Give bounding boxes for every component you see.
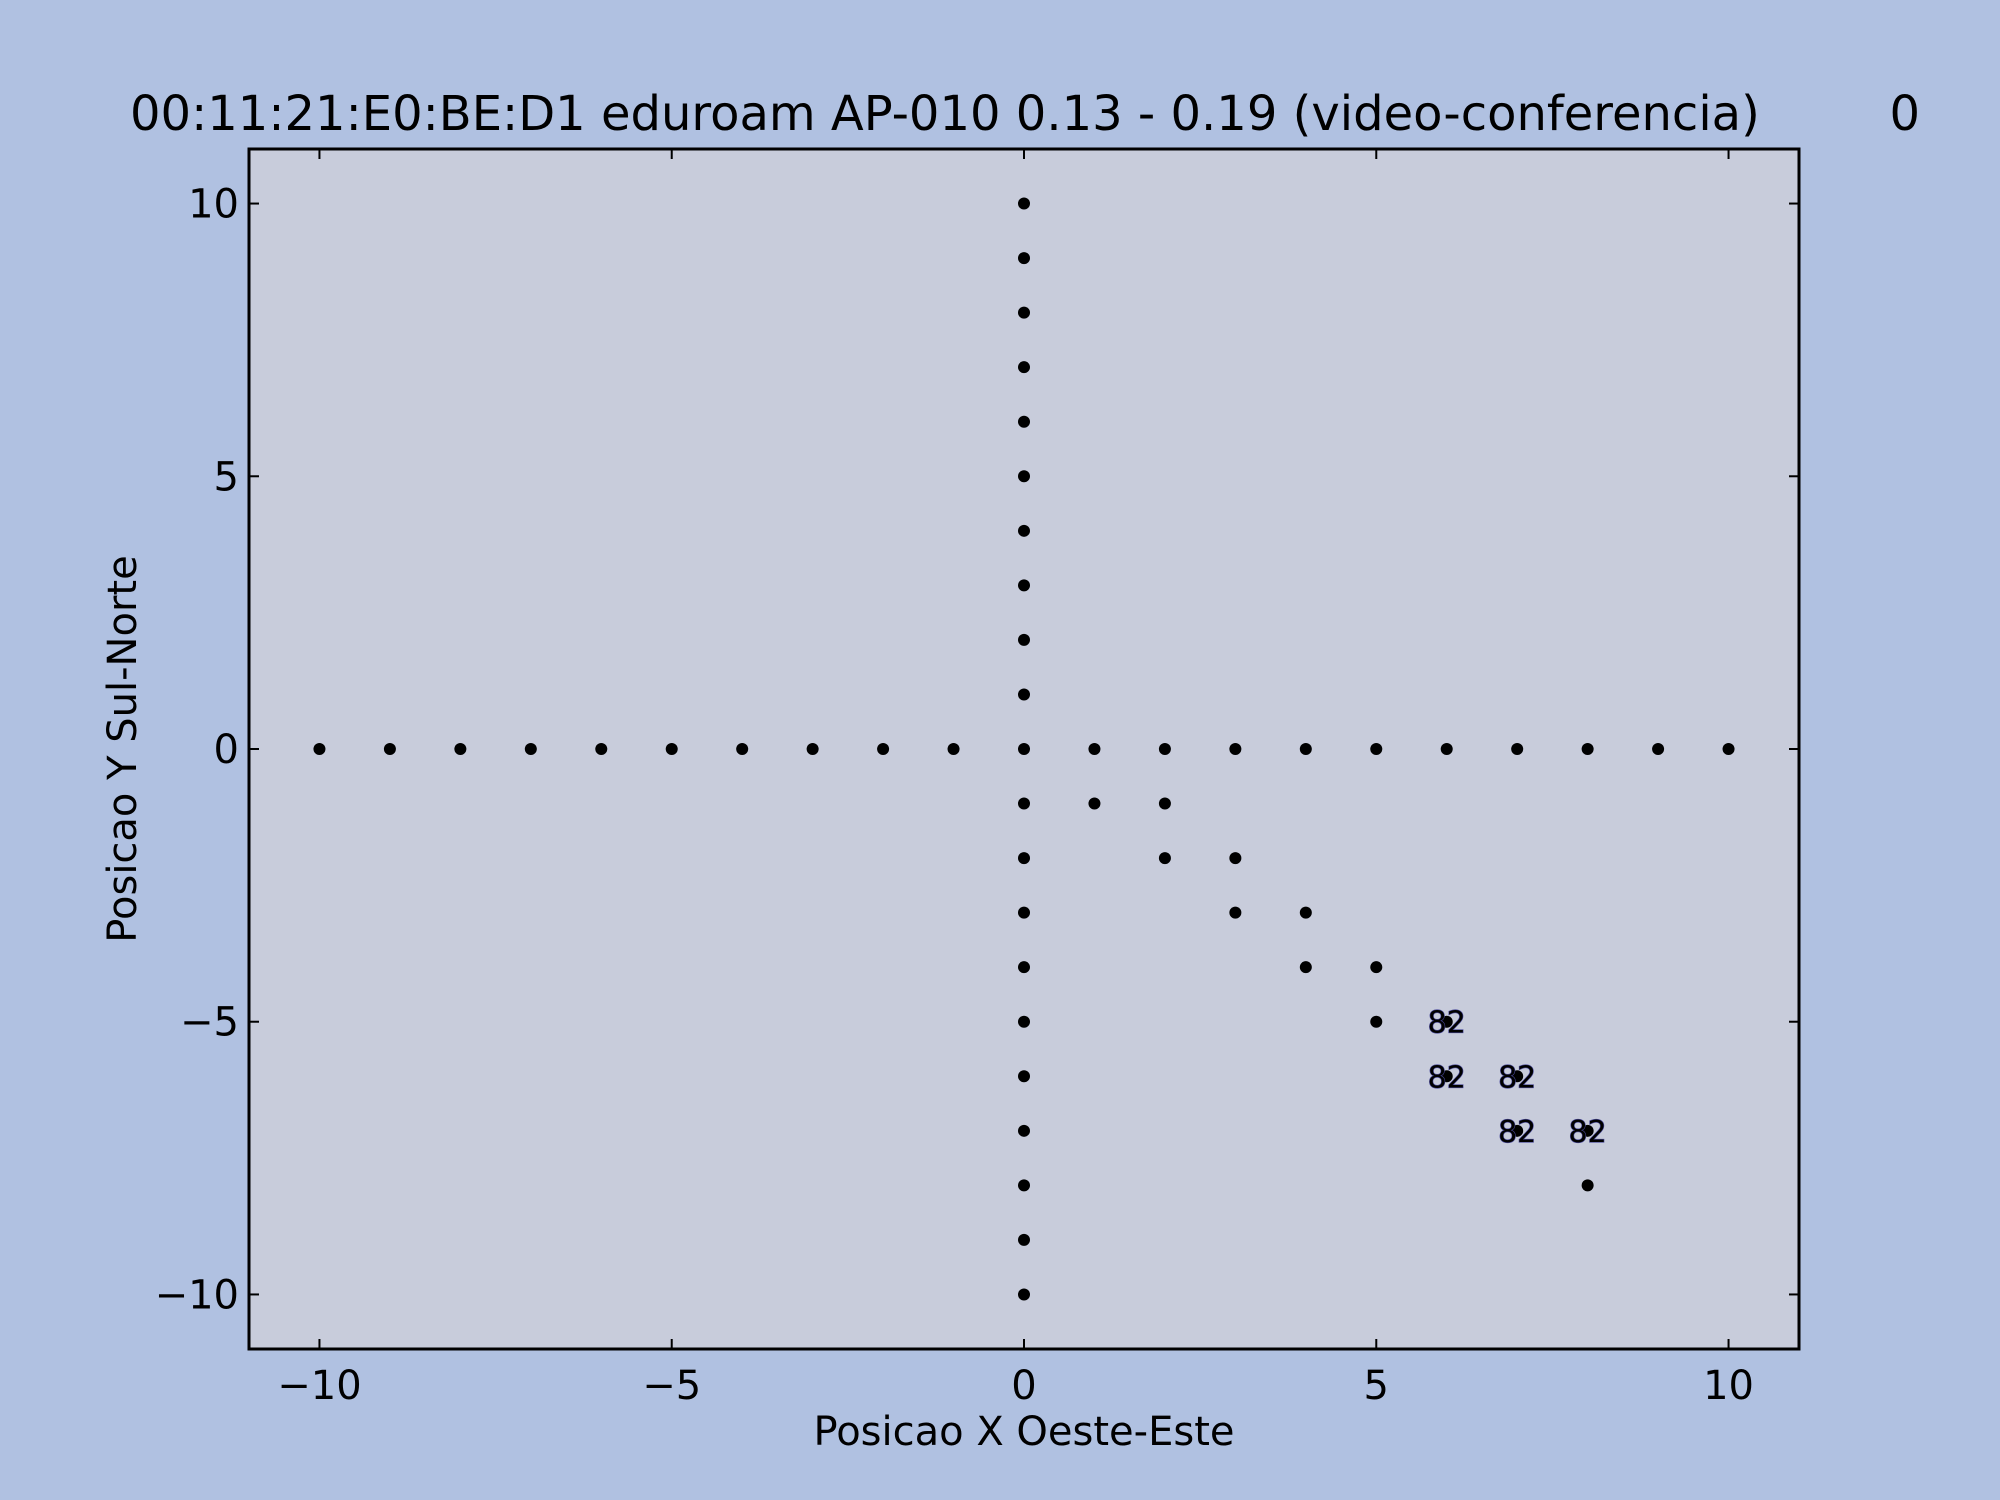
data-point	[1511, 743, 1524, 755]
x-tick-label: 10	[1703, 1363, 1754, 1409]
data-point	[1158, 797, 1171, 810]
data-point	[1018, 197, 1030, 210]
data-point	[1299, 961, 1312, 974]
data-point	[1440, 1070, 1453, 1083]
y-tick-label: −5	[180, 1000, 239, 1046]
x-tick-label: 0	[1011, 1363, 1036, 1409]
x-axis-label: Posicao X Oeste-Este	[814, 1409, 1235, 1455]
data-point	[1299, 906, 1312, 919]
data-point	[1018, 1179, 1030, 1192]
y-tick-label: −10	[155, 1272, 239, 1318]
y-tick-label: 0	[214, 727, 239, 773]
point-annotation: 82	[1428, 1060, 1466, 1095]
point-annotation: 82	[1498, 1115, 1536, 1150]
point-annotation: 82	[1428, 1006, 1466, 1041]
point-annotation: 82	[1569, 1115, 1607, 1150]
point-annotation: 82	[1498, 1060, 1536, 1095]
data-point	[1581, 743, 1594, 755]
data-point	[1440, 1015, 1453, 1028]
data-point	[1018, 524, 1030, 537]
data-point	[1088, 797, 1101, 810]
data-point	[1018, 1015, 1030, 1028]
data-point	[1018, 361, 1030, 374]
axis-ticks: −10 −5 0 5 10 −10 −5 0 5 10	[155, 149, 1799, 1409]
data-point	[1370, 743, 1383, 755]
data-point	[1511, 1070, 1524, 1083]
x-tick-label: −5	[642, 1363, 701, 1409]
data-point	[595, 743, 608, 755]
data-point	[1018, 1124, 1030, 1137]
point-annotations: 82 82 82 82 82	[1427, 1005, 1607, 1150]
data-point	[383, 743, 396, 755]
data-point	[736, 743, 749, 755]
data-point	[1088, 743, 1101, 755]
data-point	[1229, 743, 1242, 755]
data-points	[313, 197, 1735, 1301]
data-point	[1229, 852, 1242, 865]
data-point	[1581, 1124, 1594, 1137]
data-point	[524, 743, 537, 755]
data-point	[665, 743, 678, 755]
y-tick-label: 5	[214, 454, 239, 500]
x-tick-label: 5	[1364, 1363, 1389, 1409]
data-point	[1018, 252, 1030, 265]
x-tick-label: −10	[277, 1363, 361, 1409]
data-point	[1299, 743, 1312, 755]
data-point	[1018, 961, 1030, 974]
data-point	[1440, 743, 1453, 755]
data-point	[1581, 1179, 1594, 1192]
data-point	[1018, 1233, 1030, 1246]
data-point	[1018, 688, 1030, 701]
data-point	[1018, 470, 1030, 483]
data-point	[1018, 797, 1030, 810]
data-point	[877, 743, 890, 755]
data-point	[1158, 852, 1171, 865]
y-axis-label: Posicao Y Sul-Norte	[100, 555, 146, 942]
data-point	[1722, 743, 1735, 755]
data-point	[1370, 1015, 1383, 1028]
data-point	[1018, 415, 1030, 428]
y-tick-label: 10	[188, 182, 239, 228]
data-point	[1229, 906, 1242, 919]
data-point	[454, 743, 467, 755]
data-point	[1018, 633, 1030, 646]
chart-title-suffix: 0	[1889, 86, 1920, 142]
data-point	[1018, 743, 1030, 755]
data-point	[1158, 743, 1171, 755]
data-point	[1018, 906, 1030, 919]
data-point	[806, 743, 819, 755]
data-point	[313, 743, 326, 755]
data-point	[1018, 579, 1030, 592]
data-point	[1018, 1288, 1030, 1301]
data-point	[947, 743, 960, 755]
data-point	[1018, 852, 1030, 865]
data-point	[1511, 1124, 1524, 1137]
data-point	[1018, 306, 1030, 319]
data-point	[1018, 1070, 1030, 1083]
chart-title: 00:11:21:E0:BE:D1 eduroam AP-010 0.13 - …	[130, 86, 1760, 142]
data-point	[1652, 743, 1665, 755]
data-point	[1370, 961, 1383, 974]
